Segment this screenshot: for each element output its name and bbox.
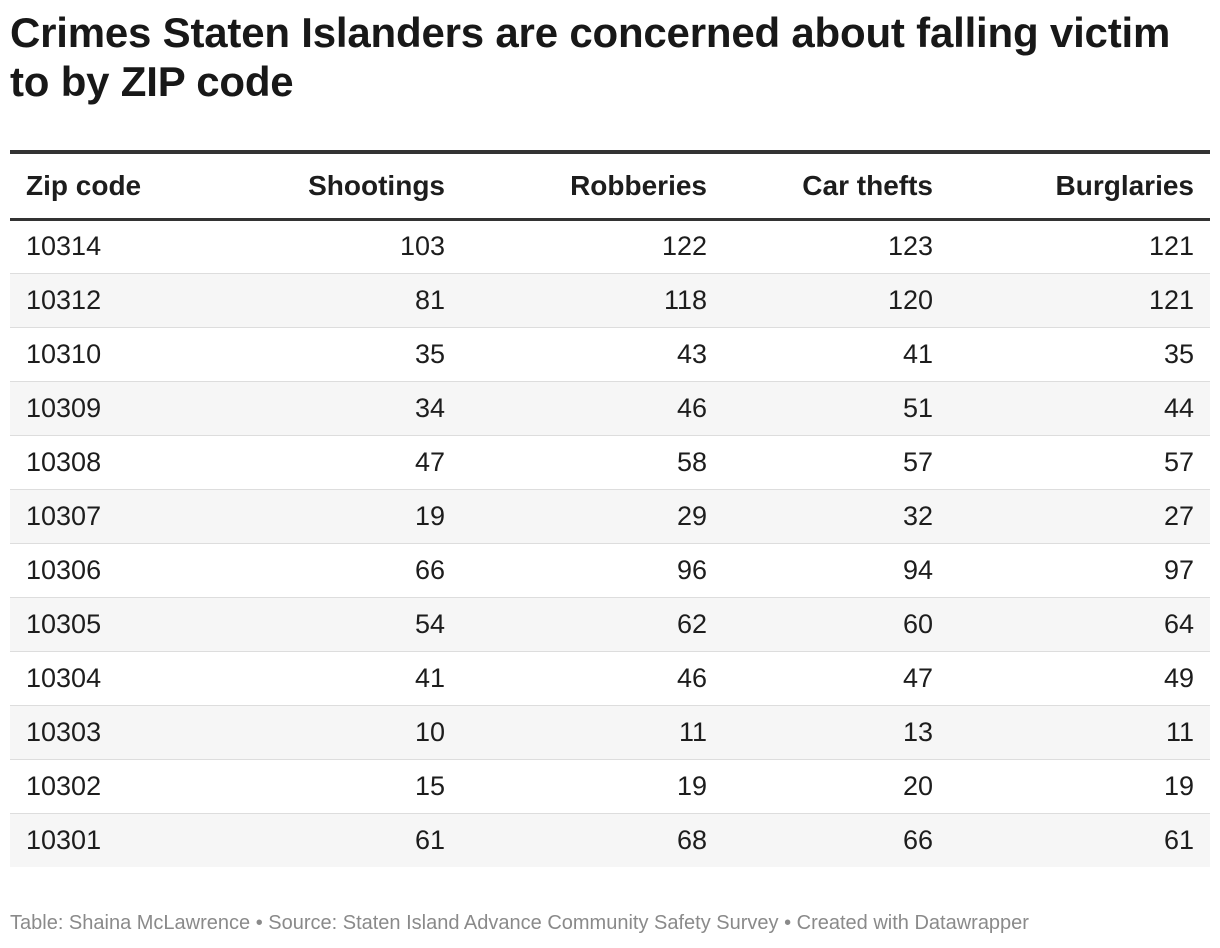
data-table: Zip code Shootings Robberies Car thefts …: [10, 150, 1210, 867]
table-row: 10310 35 43 41 35: [10, 327, 1210, 382]
cell-robberies: 68: [461, 813, 723, 867]
cell-zip-code: 10310: [10, 327, 200, 382]
column-header-car-thefts[interactable]: Car thefts: [723, 152, 949, 221]
cell-burglaries: 57: [949, 435, 1210, 490]
cell-robberies: 62: [461, 597, 723, 652]
cell-car-thefts: 57: [723, 435, 949, 490]
cell-car-thefts: 41: [723, 327, 949, 382]
cell-zip-code: 10305: [10, 597, 200, 652]
cell-zip-code: 10306: [10, 543, 200, 598]
table-row: 10304 41 46 47 49: [10, 651, 1210, 706]
cell-robberies: 29: [461, 489, 723, 544]
cell-zip-code: 10308: [10, 435, 200, 490]
cell-shootings: 34: [200, 381, 461, 436]
cell-shootings: 66: [200, 543, 461, 598]
table-row: 10314 103 122 123 121: [10, 219, 1210, 274]
cell-robberies: 19: [461, 759, 723, 814]
source-footer: Table: Shaina McLawrence • Source: State…: [10, 912, 1029, 934]
cell-shootings: 10: [200, 705, 461, 760]
column-header-zip-code[interactable]: Zip code: [10, 152, 200, 221]
cell-zip-code: 10302: [10, 759, 200, 814]
column-header-shootings[interactable]: Shootings: [200, 152, 461, 221]
cell-shootings: 54: [200, 597, 461, 652]
cell-shootings: 19: [200, 489, 461, 544]
cell-car-thefts: 13: [723, 705, 949, 760]
cell-zip-code: 10303: [10, 705, 200, 760]
cell-car-thefts: 47: [723, 651, 949, 706]
cell-robberies: 122: [461, 219, 723, 274]
cell-burglaries: 44: [949, 381, 1210, 436]
column-header-robberies[interactable]: Robberies: [461, 152, 723, 221]
cell-burglaries: 49: [949, 651, 1210, 706]
chart-title: Crimes Staten Islanders are concerned ab…: [10, 9, 1171, 105]
table-row: 10308 47 58 57 57: [10, 435, 1210, 490]
cell-car-thefts: 60: [723, 597, 949, 652]
cell-car-thefts: 120: [723, 273, 949, 328]
cell-burglaries: 64: [949, 597, 1210, 652]
cell-burglaries: 121: [949, 219, 1210, 274]
header-row: Zip code Shootings Robberies Car thefts …: [10, 152, 1210, 221]
cell-shootings: 15: [200, 759, 461, 814]
cell-shootings: 47: [200, 435, 461, 490]
cell-robberies: 43: [461, 327, 723, 382]
cell-burglaries: 97: [949, 543, 1210, 598]
cell-zip-code: 10314: [10, 219, 200, 274]
cell-robberies: 11: [461, 705, 723, 760]
cell-robberies: 118: [461, 273, 723, 328]
cell-zip-code: 10307: [10, 489, 200, 544]
table-row: 10302 15 19 20 19: [10, 759, 1210, 814]
table-row: 10309 34 46 51 44: [10, 381, 1210, 436]
cell-robberies: 46: [461, 651, 723, 706]
table-row: 10307 19 29 32 27: [10, 489, 1210, 544]
cell-car-thefts: 51: [723, 381, 949, 436]
column-header-burglaries[interactable]: Burglaries: [949, 152, 1210, 221]
cell-burglaries: 121: [949, 273, 1210, 328]
table-body: 10314 103 122 123 121 10312 81 118 120 121 10310 35…: [10, 219, 1210, 867]
cell-car-thefts: 94: [723, 543, 949, 598]
cell-zip-code: 10312: [10, 273, 200, 328]
table-row: 10301 61 68 66 61: [10, 813, 1210, 867]
cell-robberies: 58: [461, 435, 723, 490]
cell-shootings: 61: [200, 813, 461, 867]
cell-car-thefts: 123: [723, 219, 949, 274]
cell-burglaries: 35: [949, 327, 1210, 382]
cell-shootings: 35: [200, 327, 461, 382]
cell-car-thefts: 66: [723, 813, 949, 867]
cell-car-thefts: 20: [723, 759, 949, 814]
cell-burglaries: 11: [949, 705, 1210, 760]
cell-zip-code: 10301: [10, 813, 200, 867]
cell-burglaries: 61: [949, 813, 1210, 867]
table-row: 10312 81 118 120 121: [10, 273, 1210, 328]
cell-car-thefts: 32: [723, 489, 949, 544]
cell-burglaries: 27: [949, 489, 1210, 544]
cell-zip-code: 10304: [10, 651, 200, 706]
cell-shootings: 81: [200, 273, 461, 328]
table-row: 10303 10 11 13 11: [10, 705, 1210, 760]
cell-shootings: 103: [200, 219, 461, 274]
table-row: 10306 66 96 94 97: [10, 543, 1210, 598]
cell-zip-code: 10309: [10, 381, 200, 436]
table-row: 10305 54 62 60 64: [10, 597, 1210, 652]
cell-robberies: 96: [461, 543, 723, 598]
cell-burglaries: 19: [949, 759, 1210, 814]
cell-robberies: 46: [461, 381, 723, 436]
cell-shootings: 41: [200, 651, 461, 706]
